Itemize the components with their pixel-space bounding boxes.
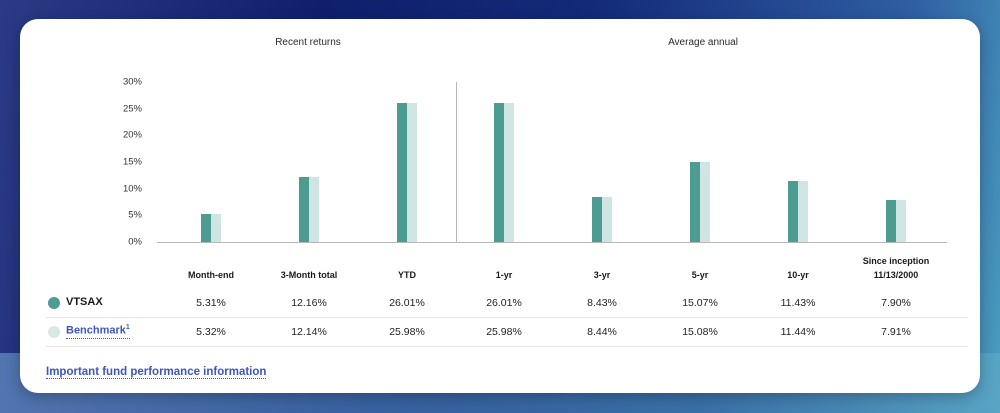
row-separator	[46, 346, 968, 347]
important-performance-info-link[interactable]: Important fund performance information	[46, 366, 267, 379]
fund-value-since-inception: 7.90%	[881, 297, 911, 309]
fund-bar	[299, 177, 309, 242]
fund-bar	[886, 200, 896, 242]
fund-value-10yr: 11.43%	[780, 297, 816, 309]
benchmark-value-ytd: 25.98%	[389, 326, 425, 338]
fund-value-5yr: 15.07%	[682, 297, 718, 309]
benchmark-value-since-inception: 7.91%	[881, 326, 911, 338]
fund-legend-dot-icon	[48, 297, 60, 309]
col-head-10yr: 10-yr	[787, 270, 809, 280]
benchmark-bar	[309, 177, 319, 242]
col-head-since-inception-label: Since inception	[862, 256, 930, 266]
benchmark-bar	[211, 214, 221, 242]
benchmark-bar	[896, 200, 906, 242]
fund-bar	[788, 181, 798, 242]
fund-bar	[690, 162, 700, 242]
col-head-month-end: Month-end	[188, 270, 234, 280]
fund-bar	[397, 103, 407, 242]
fund-bar	[201, 214, 211, 242]
fund-value-3-month: 12.16%	[291, 297, 327, 309]
section-divider	[456, 82, 457, 242]
benchmark-bar	[798, 181, 808, 242]
col-head-1yr: 1-yr	[495, 270, 513, 280]
benchmark-value-5yr: 15.08%	[682, 326, 718, 338]
benchmark-bar	[700, 162, 710, 242]
y-tick-25: 25%	[122, 103, 142, 115]
benchmark-bar	[602, 197, 612, 242]
benchmark-value-month-end: 5.32%	[196, 326, 226, 338]
y-tick-15: 15%	[122, 156, 142, 168]
fund-value-1yr: 26.01%	[486, 297, 522, 309]
x-axis-baseline	[157, 242, 947, 243]
benchmark-footnote-marker: 1	[125, 324, 130, 331]
fund-bar	[494, 103, 504, 242]
benchmark-bar	[407, 103, 417, 242]
fund-value-ytd: 26.01%	[389, 297, 425, 309]
benchmark-link-label[interactable]: Benchmark	[66, 324, 126, 337]
y-tick-20: 20%	[122, 129, 142, 141]
average-annual-title: Average annual	[668, 37, 738, 48]
benchmark-bar	[504, 103, 514, 242]
recent-returns-title: Recent returns	[275, 37, 341, 48]
benchmark-value-1yr: 25.98%	[486, 326, 522, 338]
y-tick-10: 10%	[122, 183, 142, 195]
fund-value-3yr: 8.43%	[587, 297, 617, 309]
col-head-ytd: YTD	[398, 270, 416, 280]
row-separator	[46, 317, 968, 318]
col-head-3-month: 3-Month total	[280, 270, 338, 280]
benchmark-value-3yr: 8.44%	[587, 326, 617, 338]
fund-row-label: VTSAX	[66, 296, 103, 308]
fund-bar	[592, 197, 602, 242]
benchmark-value-10yr: 11.44%	[780, 326, 816, 338]
y-tick-30: 30%	[122, 76, 142, 88]
benchmark-value-3-month: 12.14%	[291, 326, 327, 338]
col-head-since-inception-date: 11/13/2000	[873, 270, 919, 280]
y-tick-0: 0%	[128, 236, 142, 248]
col-head-5yr: 5-yr	[691, 270, 709, 280]
col-head-3yr: 3-yr	[593, 270, 611, 280]
y-tick-5: 5%	[128, 209, 142, 221]
benchmark-link[interactable]: Benchmark1	[66, 324, 130, 339]
performance-card: Recent returns Average annual 30% 25% 20…	[20, 19, 980, 393]
col-head-since-inception: Since inception 11/13/2000	[863, 254, 930, 282]
fund-value-month-end: 5.31%	[196, 297, 226, 309]
benchmark-legend-dot-icon	[48, 326, 60, 338]
